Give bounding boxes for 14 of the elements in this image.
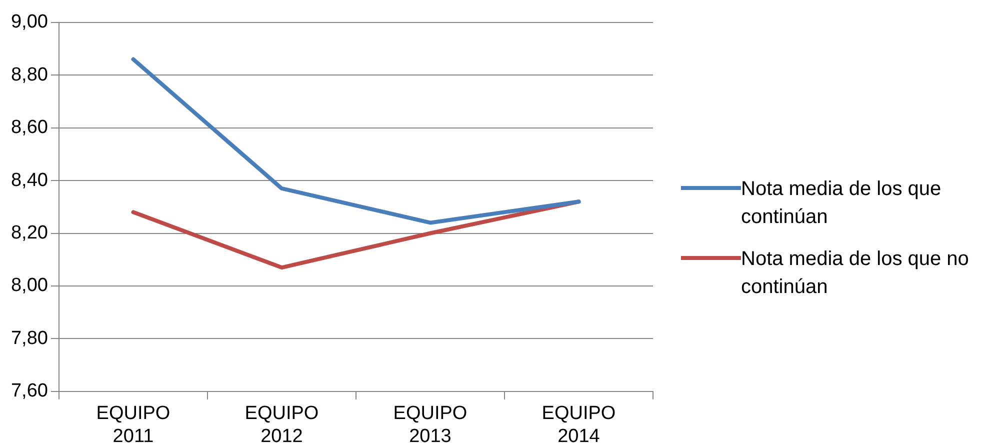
x-tick-label: EQUIPO 2014 (542, 403, 616, 443)
x-tick-label: EQUIPO 2012 (244, 403, 319, 443)
y-tick-label: 8,60 (10, 117, 48, 138)
x-tick-label: EQUIPO 2013 (393, 403, 468, 443)
y-tick-label: 7,60 (10, 380, 48, 402)
y-tick-label: 8,20 (10, 222, 48, 244)
legend-label: Nota media de los que no continúan (741, 246, 970, 300)
y-tick-label: 8,00 (10, 275, 48, 296)
legend-label: Nota media de los que continúan (741, 176, 942, 230)
y-tick-label: 8,80 (10, 64, 48, 86)
x-tick-label: EQUIPO 2011 (96, 403, 170, 443)
y-tick-label: 8,40 (10, 170, 48, 191)
y-tick-label: 9,00 (10, 12, 48, 33)
y-tick-label: 7,80 (10, 328, 48, 349)
